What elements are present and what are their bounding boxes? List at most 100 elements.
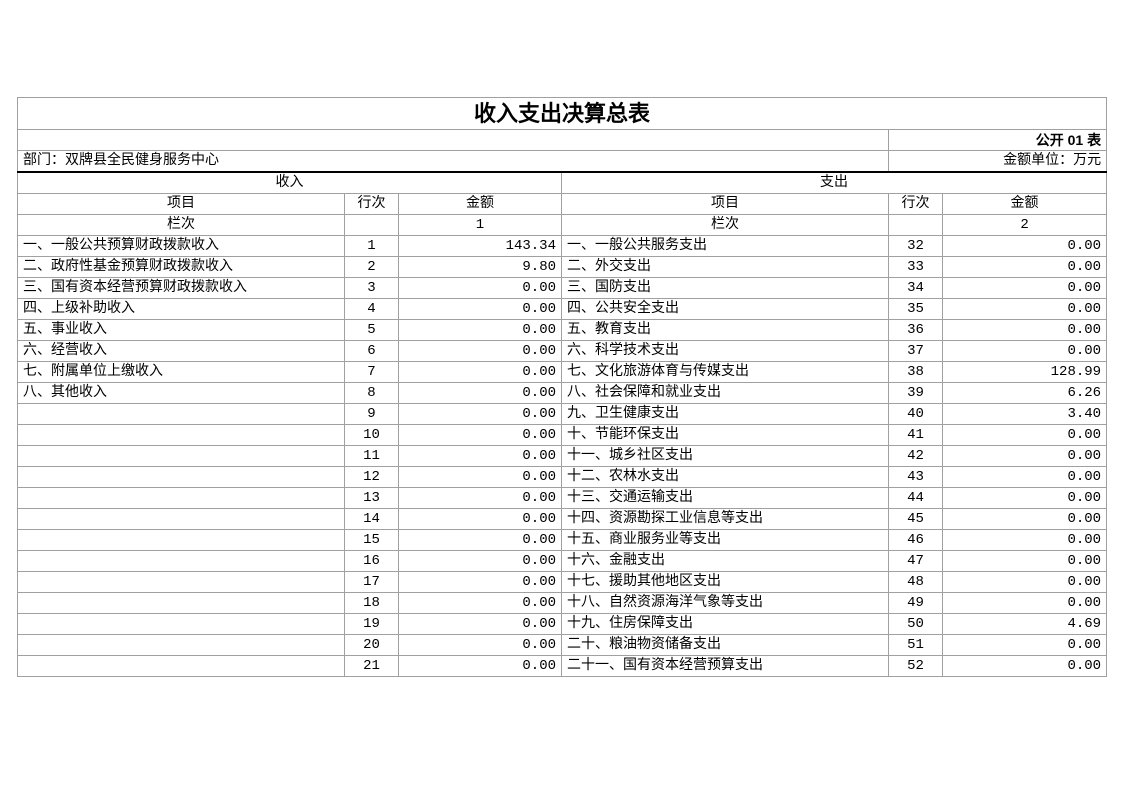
expense-row-no: 52 (888, 655, 943, 677)
income-item-header: 项目 (17, 193, 345, 215)
expense-item: 四、公共安全支出 (561, 298, 889, 320)
expense-amount: 0.00 (941, 277, 1108, 299)
income-row-no: 10 (344, 424, 399, 446)
expense-amount: 0.00 (941, 529, 1108, 551)
expense-item: 十、节能环保支出 (561, 424, 889, 446)
income-amount: 0.00 (398, 340, 562, 362)
table-row: 七、附属单位上缴收入 7 0.00 七、文化旅游体育与传媒支出 38 128.99 (17, 361, 1108, 383)
expense-amount: 0.00 (941, 592, 1108, 614)
expense-row-no: 43 (888, 466, 943, 488)
blank-cell (17, 129, 889, 151)
expense-amount: 3.40 (941, 403, 1108, 425)
income-item (17, 466, 345, 488)
income-item (17, 550, 345, 572)
income-amount: 0.00 (398, 592, 562, 614)
expense-row-no: 48 (888, 571, 943, 593)
table-row: 六、经营收入 6 0.00 六、科学技术支出 37 0.00 (17, 340, 1108, 362)
income-amount: 0.00 (398, 487, 562, 509)
expense-amount: 0.00 (941, 256, 1108, 278)
expense-amount: 0.00 (941, 634, 1108, 656)
expense-row-no: 38 (888, 361, 943, 383)
income-item: 八、其他收入 (17, 382, 345, 404)
expense-item: 十一、城乡社区支出 (561, 445, 889, 467)
income-item (17, 508, 345, 530)
expense-row-no: 37 (888, 340, 943, 362)
income-amount: 0.00 (398, 571, 562, 593)
income-item (17, 655, 345, 677)
income-row-no: 20 (344, 634, 399, 656)
income-amount: 0.00 (398, 508, 562, 530)
expense-amount: 0.00 (941, 235, 1108, 257)
income-amount: 0.00 (398, 403, 562, 425)
income-item: 五、事业收入 (17, 319, 345, 341)
income-row-no: 18 (344, 592, 399, 614)
expense-item-header: 项目 (561, 193, 889, 215)
income-amount: 9.80 (398, 256, 562, 278)
income-item (17, 445, 345, 467)
income-row-no: 3 (344, 277, 399, 299)
table-row: 15 0.00 十五、商业服务业等支出 46 0.00 (17, 529, 1108, 551)
income-amount: 0.00 (398, 361, 562, 383)
expense-amount: 128.99 (941, 361, 1108, 383)
income-row-no-header: 行次 (344, 193, 399, 215)
table-row: 17 0.00 十七、援助其他地区支出 48 0.00 (17, 571, 1108, 593)
expense-row-no: 39 (888, 382, 943, 404)
expense-row-no: 36 (888, 319, 943, 341)
expense-row-no: 44 (888, 487, 943, 509)
income-row-no: 12 (344, 466, 399, 488)
table-row: 11 0.00 十一、城乡社区支出 42 0.00 (17, 445, 1108, 467)
income-row-no: 8 (344, 382, 399, 404)
income-header: 收入 (17, 171, 562, 194)
income-row-no: 13 (344, 487, 399, 509)
unit-label: 金额单位：万元 (887, 150, 1108, 173)
expense-row-no: 41 (888, 424, 943, 446)
page-title: 收入支出决算总表 (16, 97, 1108, 130)
expense-amount: 0.00 (941, 319, 1108, 341)
table-row: 20 0.00 二十、粮油物资储备支出 51 0.00 (17, 634, 1108, 656)
expense-row-no: 46 (888, 529, 943, 551)
income-amount: 0.00 (398, 466, 562, 488)
income-item: 一、一般公共预算财政拨款收入 (17, 235, 345, 257)
expense-column-no-label: 栏次 (561, 214, 889, 236)
expense-row-no: 45 (888, 508, 943, 530)
expense-item: 五、教育支出 (561, 319, 889, 341)
income-item: 二、政府性基金预算财政拨款收入 (17, 256, 345, 278)
expense-item: 七、文化旅游体育与传媒支出 (561, 361, 889, 383)
form-code: 公开 01 表 (887, 129, 1108, 151)
table-row: 21 0.00 二十一、国有资本经营预算支出 52 0.00 (17, 655, 1108, 677)
expense-amount-header: 金额 (941, 193, 1108, 215)
blank-cell (344, 214, 399, 236)
expense-item: 二、外交支出 (561, 256, 889, 278)
table-row: 10 0.00 十、节能环保支出 41 0.00 (17, 424, 1108, 446)
table-row: 三、国有资本经营预算财政拨款收入 3 0.00 三、国防支出 34 0.00 (17, 277, 1108, 299)
expense-amount: 0.00 (941, 445, 1108, 467)
table-row: 二、政府性基金预算财政拨款收入 2 9.80 二、外交支出 33 0.00 (17, 256, 1108, 278)
expense-item: 十九、住房保障支出 (561, 613, 889, 635)
income-column-no-label: 栏次 (17, 214, 345, 236)
income-row-no: 1 (344, 235, 399, 257)
income-row-no: 5 (344, 319, 399, 341)
income-amount: 0.00 (398, 424, 562, 446)
income-row-no: 16 (344, 550, 399, 572)
income-item (17, 634, 345, 656)
expense-item: 十四、资源勘探工业信息等支出 (561, 508, 889, 530)
expense-header: 支出 (560, 171, 1108, 194)
income-column-no: 1 (398, 214, 562, 236)
expense-row-no: 33 (888, 256, 943, 278)
income-item: 三、国有资本经营预算财政拨款收入 (17, 277, 345, 299)
expense-column-no: 2 (941, 214, 1108, 236)
income-item (17, 403, 345, 425)
income-amount: 0.00 (398, 613, 562, 635)
expense-amount: 0.00 (941, 466, 1108, 488)
blank-cell (888, 214, 943, 236)
income-amount: 0.00 (398, 529, 562, 551)
expense-row-no: 42 (888, 445, 943, 467)
table-row: 12 0.00 十二、农林水支出 43 0.00 (17, 466, 1108, 488)
expense-amount: 0.00 (941, 508, 1108, 530)
income-row-no: 11 (344, 445, 399, 467)
expense-item: 十八、自然资源海洋气象等支出 (561, 592, 889, 614)
income-row-no: 9 (344, 403, 399, 425)
income-item: 七、附属单位上缴收入 (17, 361, 345, 383)
expense-amount: 0.00 (941, 655, 1108, 677)
income-item (17, 613, 345, 635)
